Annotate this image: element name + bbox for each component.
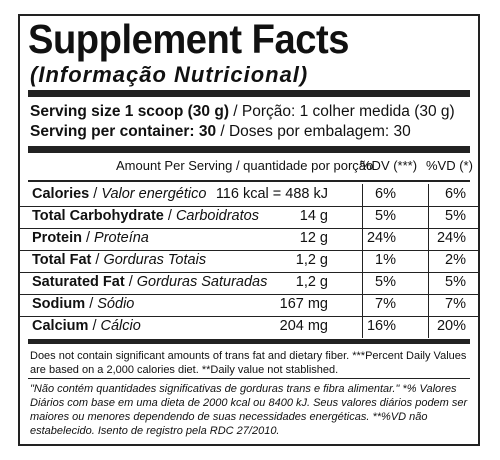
column-divider-amount (362, 316, 363, 338)
header-amount: Amount Per Serving / quantidade por porç… (116, 158, 374, 173)
column-divider-amount (362, 272, 363, 294)
nutrient-name-en: Saturated Fat (32, 274, 125, 290)
column-divider-dv (428, 272, 429, 294)
column-divider-amount (362, 206, 363, 228)
nutrient-dv: 16% (366, 318, 396, 334)
row-divider (20, 293, 478, 295)
nutrient-dv: 6% (375, 186, 396, 202)
nutrient-vd: 5% (445, 208, 466, 224)
column-divider-dv (428, 206, 429, 228)
header-dv: %DV (***) (360, 158, 418, 173)
servings-per-container-pt: / Doses por embalagem: 30 (216, 123, 411, 140)
row-divider (20, 271, 478, 273)
panel-title: Supplement Facts (28, 16, 349, 62)
nutrient-row: Sodium / Sódio 167 mg 7% 7% (20, 294, 478, 316)
divider-footnote (28, 378, 470, 379)
nutrient-amount: 204 mg (279, 318, 328, 334)
nutrient-row: Calcium / Cálcio 204 mg 16% 20% (20, 316, 478, 338)
nutrient-name: Saturated Fat / Gorduras Saturadas (32, 274, 267, 290)
footnote-portuguese: "Não contém quantidades significativas d… (30, 383, 468, 437)
nutrient-amount: 116 kcal = 488 kJ (215, 186, 328, 202)
nutrient-name-en: Calories (32, 186, 90, 202)
nutrient-name: Calcium / Cálcio (32, 318, 141, 334)
name-separator: / (163, 208, 176, 224)
nutrient-dv: 5% (375, 274, 396, 290)
nutrient-name-pt: Cálcio (100, 318, 141, 334)
nutrient-name-pt: Carboidratos (175, 208, 259, 224)
name-separator: / (81, 230, 95, 246)
nutrient-name-pt: Valor energético (101, 186, 207, 202)
column-divider-dv (428, 316, 429, 338)
name-separator: / (88, 318, 101, 334)
name-separator: / (85, 296, 98, 312)
nutrient-vd: 6% (445, 186, 466, 202)
row-divider (20, 315, 478, 317)
footnote-english: Does not contain significant amounts of … (30, 350, 467, 376)
nutrient-name-en: Protein (32, 230, 82, 246)
serving-size-en: Serving size 1 scoop (30 g) (30, 103, 229, 120)
servings-per-container-en: Serving per container: 30 (30, 123, 217, 140)
nutrient-row: Saturated Fat / Gorduras Saturadas 1,2 g 5… (20, 272, 478, 294)
panel-subtitle: (Informação Nutricional) (30, 62, 309, 87)
nutrient-name-en: Calcium (32, 318, 89, 334)
name-separator: / (91, 252, 104, 268)
column-divider-amount (362, 184, 363, 206)
row-divider (20, 227, 478, 229)
name-separator: / (124, 274, 137, 290)
column-divider-dv (428, 228, 429, 250)
nutrient-amount: 1,2 g (295, 274, 328, 290)
divider-thick-serving (28, 146, 470, 153)
nutrient-row: Total Fat / Gorduras Totais 1,2 g 1% 2% (20, 250, 478, 272)
nutrient-dv: 7% (375, 296, 396, 312)
nutrient-name-en: Total Fat (32, 252, 92, 268)
nutrient-name: Total Fat / Gorduras Totais (32, 252, 206, 268)
column-divider-amount (362, 250, 363, 272)
nutrient-amount: 14 g (299, 208, 328, 224)
nutrient-name-pt: Gorduras Totais (103, 252, 207, 268)
nutrient-amount: 167 mg (279, 296, 328, 312)
nutrient-amount: 1,2 g (295, 252, 328, 268)
nutrient-name-pt: Sódio (97, 296, 135, 312)
serving-size: Serving size 1 scoop (30 g) / Porção: 1 … (30, 103, 455, 121)
divider-thick-bottom (28, 339, 470, 344)
supplement-facts-panel: Supplement Facts (Informação Nutricional… (18, 14, 480, 446)
nutrient-name: Sodium / Sódio (32, 296, 134, 312)
nutrient-dv: 1% (375, 252, 396, 268)
name-separator: / (89, 186, 102, 202)
nutrient-name-pt: Proteína (94, 230, 149, 246)
nutrient-amount: 12 g (299, 230, 328, 246)
divider-thick-top (28, 90, 470, 97)
column-divider-dv (428, 250, 429, 272)
nutrient-name-en: Sodium (32, 296, 86, 312)
divider-header (28, 180, 470, 182)
column-divider-amount (362, 294, 363, 316)
nutrient-vd: 20% (436, 318, 466, 334)
column-divider-dv (428, 184, 429, 206)
column-divider-amount (362, 228, 363, 250)
column-divider-dv (428, 294, 429, 316)
nutrient-name-pt: Gorduras Saturadas (136, 274, 268, 290)
nutrient-name: Protein / Proteína (32, 230, 149, 246)
header-vd: %VD (*) (426, 158, 473, 173)
nutrient-row: Total Carbohydrate / Carboidratos 14 g 5% 5… (20, 206, 478, 228)
nutrient-vd: 7% (445, 296, 466, 312)
nutrient-vd: 5% (445, 274, 466, 290)
nutrient-dv: 24% (366, 230, 396, 246)
nutrient-vd: 24% (436, 230, 466, 246)
row-divider (20, 249, 478, 251)
nutrient-name: Total Carbohydrate / Carboidratos (32, 208, 259, 224)
nutrient-row: Calories / Valor energético 116 kcal = 48… (20, 184, 478, 206)
nutrient-dv: 5% (375, 208, 396, 224)
servings-per-container: Serving per container: 30 / Doses por em… (30, 123, 411, 141)
row-divider (20, 205, 478, 207)
nutrient-vd: 2% (445, 252, 466, 268)
nutrient-name-en: Total Carbohydrate (32, 208, 164, 224)
nutrient-row: Protein / Proteína 12 g 24% 24% (20, 228, 478, 250)
serving-size-pt: / Porção: 1 colher medida (30 g) (228, 103, 455, 120)
nutrient-name: Calories / Valor energético (32, 186, 206, 202)
